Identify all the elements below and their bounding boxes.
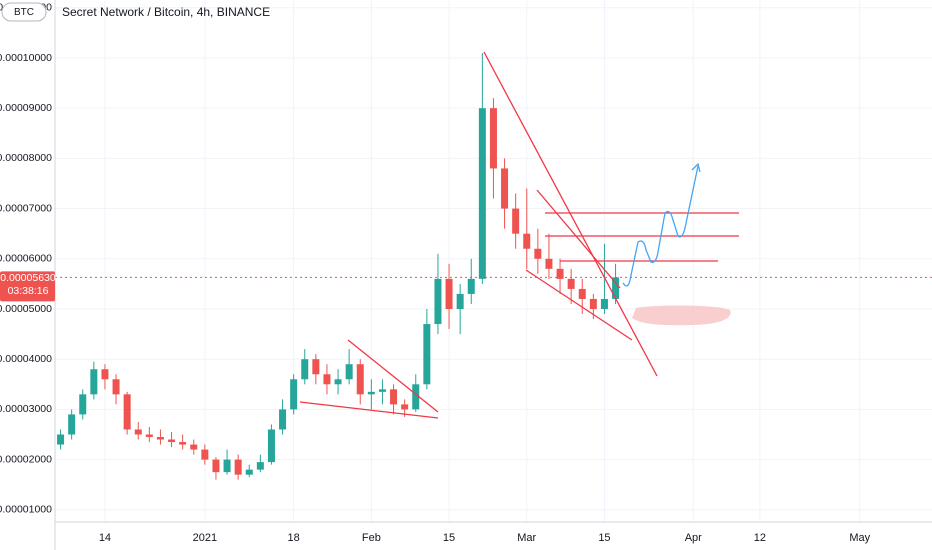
y-tick-label: 0.00003000 [0,403,52,415]
candle-body [223,459,231,473]
candle-body [489,108,497,169]
candle-body [545,258,553,269]
candle-body [290,379,298,410]
y-tick-label: 0.00006000 [0,253,52,265]
candle-body [323,374,331,385]
candle-body [367,391,375,395]
projection [622,162,701,287]
y-tick-label: 0.00010000 [0,52,52,64]
candle-body [68,414,76,435]
candle-body [334,379,342,385]
candle-body [301,359,309,380]
y-tick-label: 0.00005000 [0,303,52,315]
candle-body [101,369,109,380]
projection-path [622,165,699,287]
candle-body [145,434,153,438]
candle-body [201,449,209,460]
x-tick-label: Feb [362,532,381,544]
badge-bg [0,271,55,302]
trend-line [299,401,439,419]
candle-body [401,404,409,410]
trend-line [525,269,633,341]
candle-body [279,409,287,430]
symbol-badge: BTC [14,7,34,18]
chart-title: Secret Network / Bitcoin, 4h, BINANCE [62,5,270,19]
candle-body [345,364,353,380]
candle-body [267,429,275,463]
drawings [299,51,739,419]
candle-body [567,278,575,289]
candle-body [512,208,520,234]
y-tick-label: 0.00007000 [0,202,52,214]
x-tick-label: 18 [288,532,300,544]
x-tick-label: 15 [443,532,455,544]
candle-body [90,369,98,395]
candle-body [423,324,431,385]
candle-body [523,233,531,249]
candle-body [168,439,176,443]
trend-line [483,51,658,377]
axis-layer: 0.00001000 0.00002000 0.00003000 0.00004000… [0,2,871,544]
candle-body [456,293,464,309]
candle-body [134,429,142,435]
projection-arrowhead [691,162,701,173]
y-tick-label: 0.00001000 [0,504,52,516]
highlight-zone [632,305,731,326]
candle-body [123,394,131,430]
candle-body [179,442,187,445]
candle-layer [57,52,620,480]
y-tick-label: 0.00008000 [0,152,52,164]
x-tick-label: Apr [685,532,702,544]
candle-body [212,459,220,473]
candle-body [234,459,242,475]
candle-body [312,359,320,375]
candle-body [390,389,398,405]
candle-body [612,277,620,299]
y-tick-label: 0.00009000 [0,102,52,114]
candle-body [412,384,420,410]
countdown: 03:38:16 [8,285,49,297]
y-tick-label: 0.00004000 [0,353,52,365]
candle-body [79,394,87,415]
x-tick-label: Mar [517,532,536,544]
candle-body [378,389,386,392]
candle-body [434,278,442,325]
candle-body [57,434,65,445]
candle-body [501,168,509,209]
last-price-badge: 0.00005630 03:38:16 [0,271,56,302]
candle-body [578,288,586,299]
x-tick-label: 12 [754,532,766,544]
candle-body [356,364,364,395]
symbol-badge-bg [1,2,47,22]
x-tick-label: 14 [99,532,111,544]
candle-body [467,278,475,294]
x-tick-label: May [849,532,870,544]
candle-body [534,248,542,259]
candle-body [112,379,120,395]
candle-body [600,298,608,309]
candle-body [556,268,564,279]
candle-body [190,444,198,450]
x-tick-label: 2021 [193,532,217,544]
trend-line [536,189,621,289]
y-tick-label: 0.00002000 [0,453,52,465]
candle-body [256,462,264,470]
candle-body [445,278,453,309]
candle-body [156,437,164,440]
x-tick-label: 15 [598,532,610,544]
trend-line [347,339,439,413]
candle-body [245,469,253,475]
last-price-label: 0.00005630 [0,272,56,284]
candle-body [589,298,597,309]
candle-body [478,108,486,279]
